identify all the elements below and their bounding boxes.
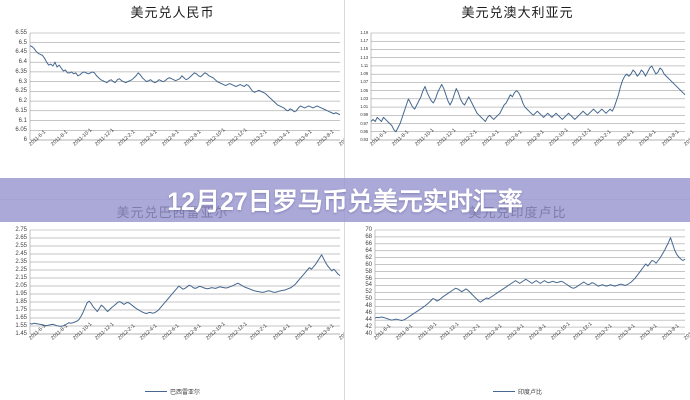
y-axis-tick-label: 66 [365,240,372,247]
y-axis-tick-label: 70 [365,227,372,233]
y-axis-tick-label: 1.85 [15,299,27,305]
y-axis-tick-label: 6.4 [18,59,27,66]
y-axis-tick-label: 2.15 [15,275,27,281]
legend-label: 印度卢比 [517,390,542,396]
legend-line-swatch [492,391,515,392]
chart-plot-usd-cny: 6.55 6.5 6.45 6.4 6.35 6.3 6.25 6.2 6.15 6.1 6.05 6… [0,0,345,200]
y-axis-tick-label: 54 [365,282,372,289]
y-axis-tick-label: 1.07 [360,79,368,85]
y-axis-tick-label: 6.35 [15,68,27,75]
y-axis-tick-label: 64 [365,247,372,254]
y-axis-tick-label: 2.05 [15,283,27,289]
y-axis-tick-label: 1.15 [360,46,368,52]
plot-area [29,32,341,141]
y-axis-tick-label: 0.95 [360,128,368,134]
y-axis-tick-label: 1.65 [15,315,27,321]
y-axis-tick-label: 0.97 [360,120,368,126]
legend-label: 巴西雷亚尔 [169,390,200,396]
y-axis-tick-label: 1.19 [360,29,368,35]
y-axis-tick-label: 2.45 [15,251,27,257]
plot-area [374,229,686,335]
y-axis-tick-label: 6 [23,137,27,143]
y-axis-tick-label: 6.25 [15,88,27,95]
series-line [374,237,686,321]
chart-cell-usd-aud: 美元兑澳大利亚元 1.19 1.17 1.15 1.13 1.11 1.09 1.07 1.0… [345,0,690,200]
y-axis-tick-label: 1.13 [360,54,368,60]
chart-cell-usd-cny: 美元兑人民币 6.55 6.5 6.45 6.4 6.35 6.3 6.25 6.2 6.15 6… [0,0,345,200]
y-axis-tick-label: 58 [365,268,372,275]
chart-cell-usd-brl: 美元兑巴西雷亚尔 2.752.652.552.452.352.252.152.0… [0,200,345,400]
chart-plot-usd-brl: 2.75 2.65 2.55 2.45 2.35 2.25 2.15 2.05 1.95 1.85… [0,200,345,400]
y-axis-tick-label: 40 [365,331,372,337]
chart-plot-usd-inr: 70 68 66 64 62 60 58 56 54 52 50 48 46 44 42 40 2011-6-1… [345,200,690,400]
y-axis-tick-label: 6.1 [18,117,27,124]
y-axis-tick-label: 6.3 [18,78,27,85]
chart-legend: 巴西雷亚尔 [0,387,345,396]
y-axis-tick-label: 1.45 [15,331,27,337]
y-axis-tick-label: 2.55 [15,243,27,249]
chart-plot-usd-aud: 1.19 1.17 1.15 1.13 1.11 1.09 1.07 1.05 1.03 1.01… [345,0,690,200]
chart-legend: 印度卢比 [345,387,690,396]
y-axis-tick-label: 6.5 [18,39,27,46]
y-axis-tick-label: 6.2 [18,98,27,105]
y-axis-tick-label: 2.75 [15,227,27,233]
series-line [29,254,341,327]
y-axis-tick-label: 6.15 [15,107,27,114]
y-axis-tick-label: 52 [365,289,372,296]
y-axis-tick-label: 1.01 [360,103,368,109]
y-axis-tick-label: 6.55 [15,30,27,36]
y-axis-tick-label: 48 [365,303,372,310]
plot-area [29,229,341,335]
y-axis-tick-label: 1.95 [15,291,27,297]
y-axis-tick-label: 2.25 [15,267,27,273]
y-axis-tick-label: 1.17 [360,38,368,44]
chart-cell-usd-inr: 美元兑印度卢比 70686664626058565452504846444240… [345,200,690,400]
overlay-banner: 12月27日罗马币兑美元实时汇率 [0,178,690,222]
y-axis-tick-label: 60 [365,261,372,268]
legend-line-swatch [144,391,167,392]
y-axis-tick-label: 2.65 [15,235,27,241]
plot-area [370,32,686,141]
y-axis-tick-label: 0.99 [360,112,368,118]
y-axis-tick-label: 1.05 [360,87,368,93]
y-axis-tick-label: 46 [365,310,372,317]
series-line [29,45,341,116]
y-axis-tick-label: 1.03 [360,95,368,101]
y-axis-tick-label: 1.11 [360,62,369,68]
y-axis-tick-label: 62 [365,254,372,261]
banner-title: 12月27日罗马币兑美元实时汇率 [167,188,523,216]
y-axis-tick-label: 44 [365,317,372,324]
y-axis-tick-label: 2.35 [15,259,27,265]
series-line [370,65,686,133]
y-axis-tick-label: 50 [365,296,372,303]
y-axis-tick-label: 42 [365,324,372,331]
y-axis-tick-label: 56 [365,275,372,282]
chart-title-usd-aud: 美元兑澳大利亚元 [461,5,574,20]
y-axis-tick-label: 6.45 [15,49,27,56]
chart-title-usd-cny: 美元兑人民币 [130,5,215,20]
y-axis-tick-label: 6.05 [15,127,27,134]
y-axis-tick-label: 1.09 [360,70,368,76]
y-axis-tick-label: 1.55 [15,323,27,329]
y-axis-tick-label: 1.75 [15,307,27,313]
y-axis-tick-label: 0.93 [360,136,368,142]
y-axis-tick-label: 68 [365,233,372,240]
